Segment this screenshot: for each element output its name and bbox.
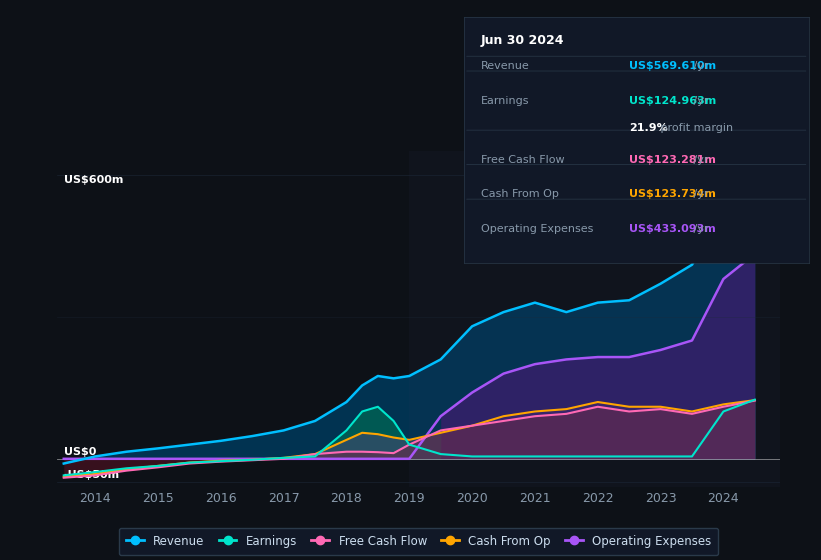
Text: Revenue: Revenue xyxy=(481,61,530,71)
Legend: Revenue, Earnings, Free Cash Flow, Cash From Op, Operating Expenses: Revenue, Earnings, Free Cash Flow, Cash … xyxy=(119,528,718,555)
Text: -US$50m: -US$50m xyxy=(64,470,120,480)
Text: /yr: /yr xyxy=(690,224,709,234)
Text: /yr: /yr xyxy=(690,61,709,71)
Text: US$124.963m: US$124.963m xyxy=(630,96,717,106)
Text: US$123.734m: US$123.734m xyxy=(630,189,716,199)
Text: Earnings: Earnings xyxy=(481,96,530,106)
Text: US$0: US$0 xyxy=(64,447,96,457)
Bar xyxy=(410,151,780,487)
Text: US$123.281m: US$123.281m xyxy=(630,155,716,165)
Text: /yr: /yr xyxy=(690,96,709,106)
Text: US$433.093m: US$433.093m xyxy=(630,224,716,234)
Text: profit margin: profit margin xyxy=(657,123,733,133)
Text: /yr: /yr xyxy=(690,155,709,165)
Text: Jun 30 2024: Jun 30 2024 xyxy=(481,34,565,47)
Text: 21.9%: 21.9% xyxy=(630,123,668,133)
Text: Operating Expenses: Operating Expenses xyxy=(481,224,594,234)
Text: US$600m: US$600m xyxy=(64,175,123,185)
Text: Cash From Op: Cash From Op xyxy=(481,189,559,199)
Text: US$569.610m: US$569.610m xyxy=(630,61,717,71)
Text: Free Cash Flow: Free Cash Flow xyxy=(481,155,565,165)
Text: /yr: /yr xyxy=(690,189,709,199)
